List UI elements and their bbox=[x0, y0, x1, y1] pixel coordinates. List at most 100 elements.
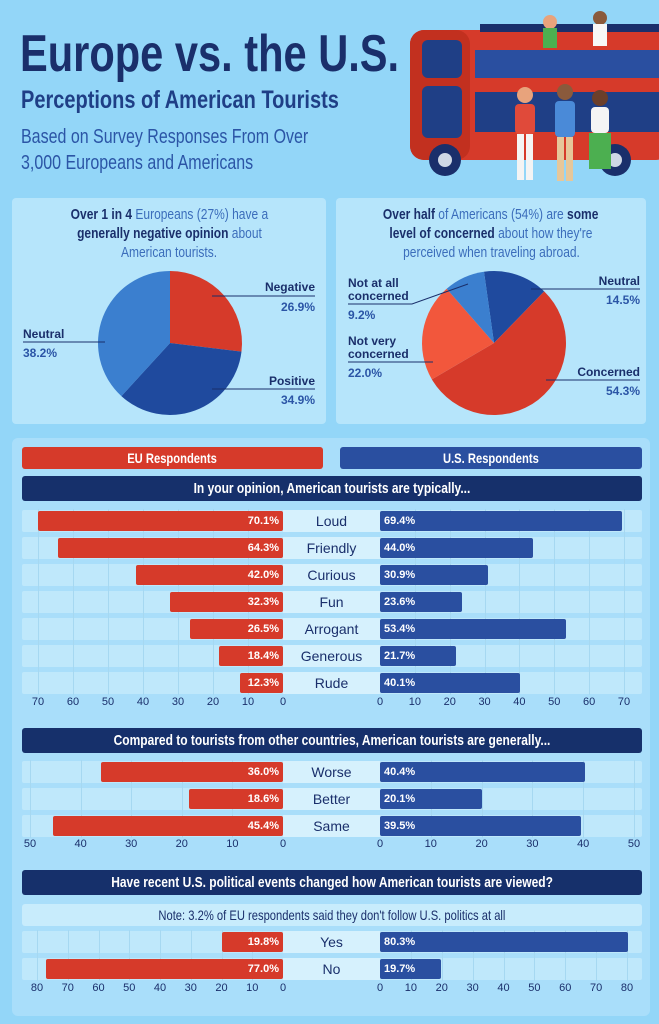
label-positive: Positive bbox=[269, 374, 315, 388]
bar-eu-worse: 36.0% bbox=[100, 762, 283, 782]
gridline bbox=[627, 930, 628, 981]
pie-slice-not-very-concerned bbox=[422, 288, 494, 380]
pie-eu-opinion bbox=[97, 271, 242, 415]
x-tick-label-eu: 40 bbox=[153, 982, 167, 994]
bar-eu-friendly: 64.3% bbox=[57, 538, 283, 558]
question-header-2: Compared to tourists from other countrie… bbox=[22, 728, 642, 753]
x-tick-label-us: 50 bbox=[528, 982, 541, 994]
x-tick-label-eu: 20 bbox=[206, 696, 220, 708]
gridline bbox=[108, 509, 109, 695]
label-not-very-1: Not very bbox=[348, 334, 396, 348]
bar-us-loud: 69.4% bbox=[380, 511, 622, 531]
value-positive: 34.9% bbox=[281, 393, 315, 407]
x-tick-label-eu: 50 bbox=[101, 696, 115, 708]
description-line-2: 3,000 Europeans and Americans bbox=[21, 152, 254, 174]
gridline bbox=[532, 760, 534, 838]
x-tick-label-us: 50 bbox=[627, 838, 641, 850]
value-not-at-all: 9.2% bbox=[348, 308, 376, 322]
category-label: Same bbox=[283, 815, 380, 837]
legend-eu: EU Respondents bbox=[22, 447, 323, 469]
x-tick-label-us: 60 bbox=[559, 982, 572, 994]
x-tick-label-eu: 70 bbox=[31, 696, 45, 708]
gridline bbox=[484, 509, 486, 695]
gridline bbox=[410, 930, 412, 981]
gridline bbox=[221, 930, 223, 981]
gridline bbox=[503, 930, 505, 981]
x-tick-label-us: 10 bbox=[408, 696, 421, 708]
bar-us-friendly: 44.0% bbox=[380, 538, 534, 558]
bar-us-fun: 23.6% bbox=[380, 592, 463, 612]
headline-segment: American tourists. bbox=[120, 244, 218, 261]
gridline bbox=[554, 509, 556, 695]
question-header-3: Have recent U.S. political events change… bbox=[22, 870, 642, 895]
gridline bbox=[80, 760, 82, 838]
headline-segment: about how they're bbox=[494, 225, 593, 242]
x-tick-label-eu: 30 bbox=[184, 982, 197, 994]
x-tick-label-eu: 30 bbox=[125, 838, 138, 850]
x-tick-label-us: 0 bbox=[376, 696, 384, 708]
bar-eu-better: 18.6% bbox=[188, 789, 283, 809]
page-subtitle: Perceptions of American Tourists bbox=[21, 86, 339, 114]
label-not-at-all-1: Not at all bbox=[348, 276, 399, 290]
x-tick-label-eu: 50 bbox=[123, 982, 136, 994]
bar-eu-arrogant: 26.5% bbox=[190, 619, 283, 639]
pie-slice-not-at-all-concerned bbox=[446, 271, 494, 343]
gridline bbox=[190, 930, 192, 981]
gridline bbox=[596, 930, 598, 981]
x-tick-label-us: 80 bbox=[620, 982, 634, 994]
x-tick-label-us: 20 bbox=[443, 696, 456, 708]
label-neutral-us: Neutral bbox=[599, 274, 640, 288]
pie-slice-concerned bbox=[431, 291, 567, 416]
value-neutral-us: 14.5% bbox=[606, 293, 640, 307]
bar-us-generous: 21.7% bbox=[380, 646, 456, 666]
bar-eu-generous: 18.4% bbox=[218, 646, 283, 666]
x-tick-label-eu: 20 bbox=[175, 838, 188, 850]
headline-line: level of concerned about how they're bbox=[334, 224, 648, 243]
headline-line: generally negative opinion about bbox=[12, 224, 326, 243]
headline-segment: of Americans (54%) are bbox=[435, 206, 568, 223]
headline-segment: generally negative opinion bbox=[76, 225, 228, 242]
gridline bbox=[534, 930, 536, 981]
leader-line-not-at-all bbox=[348, 283, 469, 305]
gridline bbox=[129, 930, 131, 981]
pie-slice-positive bbox=[121, 343, 242, 415]
headline-line: Over half of Americans (54%) are some bbox=[334, 205, 648, 224]
gridline bbox=[252, 930, 254, 981]
legend-us: U.S. Respondents bbox=[340, 447, 642, 469]
gridline bbox=[481, 760, 483, 838]
label-neutral-eu: Neutral bbox=[23, 327, 64, 341]
page-title: Europe vs. the U.S. bbox=[20, 25, 400, 83]
headline-line: perceived when traveling abroad. bbox=[334, 243, 648, 262]
x-tick-label-us: 70 bbox=[590, 982, 603, 994]
pie-slice-negative bbox=[170, 271, 242, 352]
bar-eu-curious: 42.0% bbox=[136, 565, 283, 585]
bar-eu-loud: 70.1% bbox=[37, 511, 283, 531]
x-tick-label-us: 10 bbox=[424, 838, 437, 850]
bar-eu-same: 45.4% bbox=[53, 816, 283, 836]
x-tick-label-us: 50 bbox=[548, 696, 561, 708]
x-tick-label-eu: 60 bbox=[66, 696, 80, 708]
category-label: Generous bbox=[283, 645, 380, 667]
gridline bbox=[181, 760, 183, 838]
bar-us-worse: 40.4% bbox=[380, 762, 586, 782]
pie-slice-neutral bbox=[483, 271, 545, 343]
category-label: No bbox=[283, 958, 380, 980]
value-not-very: 22.0% bbox=[348, 366, 382, 380]
category-label: Worse bbox=[283, 761, 380, 783]
headline-line: Over 1 in 4 Europeans (27%) have a bbox=[12, 205, 326, 224]
x-tick-label-us: 60 bbox=[583, 696, 596, 708]
category-label: Curious bbox=[283, 564, 380, 586]
x-tick-label-us: 70 bbox=[617, 696, 631, 708]
gridline bbox=[472, 930, 474, 981]
value-concerned: 54.3% bbox=[606, 384, 640, 398]
gridline bbox=[37, 930, 38, 981]
x-tick-label-eu: 30 bbox=[171, 696, 185, 708]
x-tick-label-us: 0 bbox=[376, 838, 384, 850]
label-not-at-all-2: concerned bbox=[348, 289, 409, 303]
gridline bbox=[67, 930, 69, 981]
value-neutral-eu: 38.2% bbox=[23, 346, 57, 360]
x-tick-label-eu: 0 bbox=[279, 696, 287, 708]
headline-segment: perceived when traveling abroad. bbox=[402, 244, 580, 261]
x-tick-label-eu: 10 bbox=[241, 696, 255, 708]
gridline bbox=[565, 930, 567, 981]
